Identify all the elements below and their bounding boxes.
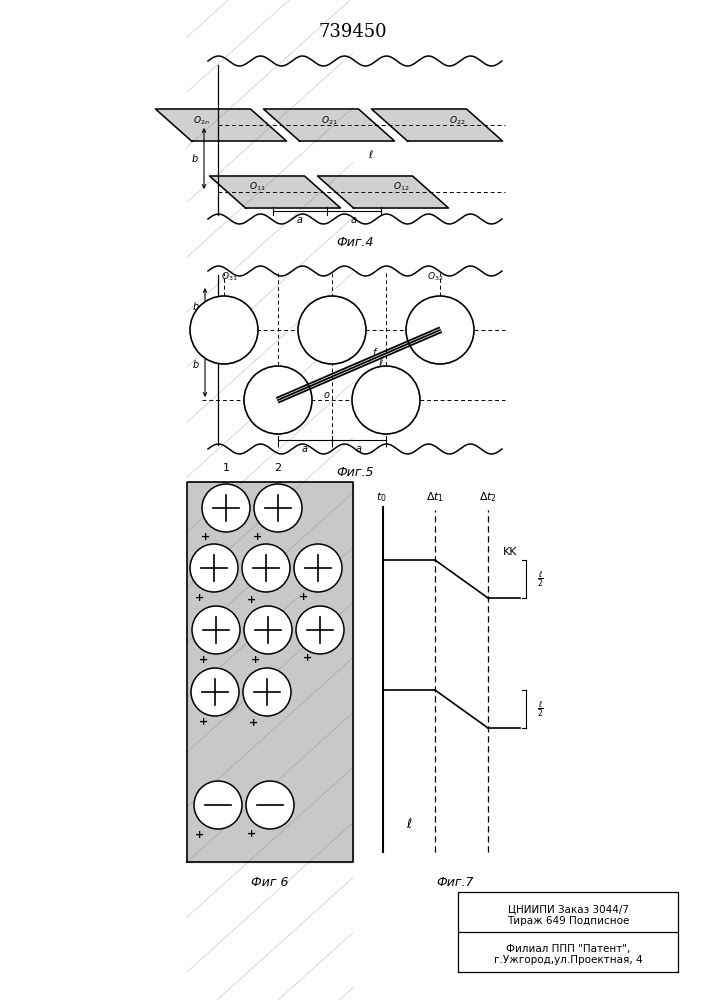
Text: b: b — [192, 153, 198, 163]
Circle shape — [352, 366, 420, 434]
Text: $\frac{\ell}{2}$: $\frac{\ell}{2}$ — [537, 569, 544, 589]
Text: $\frac{\ell}{2}$: $\frac{\ell}{2}$ — [537, 699, 544, 719]
Text: $t_0$: $t_0$ — [375, 490, 386, 504]
Text: Фиг 6: Фиг 6 — [251, 876, 288, 888]
Polygon shape — [264, 109, 395, 141]
Text: 1: 1 — [223, 463, 230, 473]
Text: $O_{11}$: $O_{11}$ — [249, 181, 265, 193]
Text: $O_{21}$: $O_{21}$ — [308, 319, 324, 331]
Circle shape — [244, 366, 312, 434]
Circle shape — [190, 296, 258, 364]
Polygon shape — [317, 176, 448, 208]
Text: 2: 2 — [274, 463, 281, 473]
Circle shape — [192, 606, 240, 654]
Text: $O_{11}$: $O_{11}$ — [247, 386, 264, 398]
Text: Филиал ППП "Патент",: Филиал ППП "Патент", — [506, 944, 630, 954]
Text: Фиг.5: Фиг.5 — [337, 466, 374, 480]
Text: $O_{2n}$: $O_{2n}$ — [192, 115, 209, 127]
Text: a: a — [297, 215, 303, 225]
Text: $\ell$: $\ell$ — [378, 357, 384, 369]
Text: f: f — [373, 348, 375, 358]
Text: b: b — [193, 302, 199, 312]
Text: +: + — [195, 830, 204, 840]
Text: $\Delta t_2$: $\Delta t_2$ — [479, 490, 497, 504]
Text: +: + — [299, 592, 309, 602]
Text: $\ell$: $\ell$ — [368, 147, 374, 159]
Circle shape — [243, 668, 291, 716]
Text: a: a — [351, 215, 357, 225]
Text: b: b — [193, 360, 199, 370]
Polygon shape — [156, 109, 286, 141]
Circle shape — [190, 544, 238, 592]
Text: +: + — [199, 655, 208, 665]
Circle shape — [202, 484, 250, 532]
Circle shape — [406, 296, 474, 364]
Text: $\ell$: $\ell$ — [406, 817, 412, 831]
Text: +: + — [199, 717, 208, 727]
Circle shape — [242, 544, 290, 592]
Text: г.Ужгород,ул.Проектная, 4: г.Ужгород,ул.Проектная, 4 — [493, 955, 643, 965]
Circle shape — [294, 544, 342, 592]
Text: $O_{32}$: $O_{32}$ — [427, 271, 443, 283]
Text: $O_{22}$: $O_{22}$ — [454, 322, 470, 334]
Polygon shape — [209, 176, 341, 208]
Text: Тираж 649 Подписное: Тираж 649 Подписное — [507, 916, 629, 926]
Text: $O_{12}$: $O_{12}$ — [393, 404, 409, 416]
Circle shape — [246, 781, 294, 829]
Circle shape — [194, 781, 242, 829]
Circle shape — [244, 606, 292, 654]
Text: Фиг.4: Фиг.4 — [337, 236, 374, 249]
Text: +: + — [200, 532, 209, 542]
Text: 739450: 739450 — [319, 23, 387, 41]
Text: +: + — [247, 829, 257, 839]
Text: a: a — [356, 444, 362, 454]
Text: $\Delta t_1$: $\Delta t_1$ — [426, 490, 444, 504]
Circle shape — [191, 668, 239, 716]
Polygon shape — [371, 109, 503, 141]
Text: KK: KK — [503, 547, 518, 557]
Circle shape — [296, 606, 344, 654]
Text: a: a — [302, 444, 308, 454]
Text: ЦНИИПИ Заказ 3044/7: ЦНИИПИ Заказ 3044/7 — [508, 904, 629, 914]
Text: o: o — [324, 390, 330, 400]
Polygon shape — [187, 482, 353, 862]
Text: $O_{22}$: $O_{22}$ — [449, 115, 465, 127]
Text: Фиг.7: Фиг.7 — [437, 876, 474, 888]
Text: +: + — [303, 653, 312, 663]
Text: $O_{2n}$: $O_{2n}$ — [196, 322, 212, 334]
Text: $O_{21}$: $O_{21}$ — [321, 115, 337, 127]
Text: +: + — [250, 655, 259, 665]
Text: +: + — [247, 595, 257, 605]
Circle shape — [298, 296, 366, 364]
Text: +: + — [195, 593, 204, 603]
Text: +: + — [250, 718, 259, 728]
Text: $O_{12}$: $O_{12}$ — [393, 181, 409, 193]
Text: +: + — [252, 532, 262, 542]
Text: $O_{31}$: $O_{31}$ — [221, 271, 238, 283]
Circle shape — [254, 484, 302, 532]
